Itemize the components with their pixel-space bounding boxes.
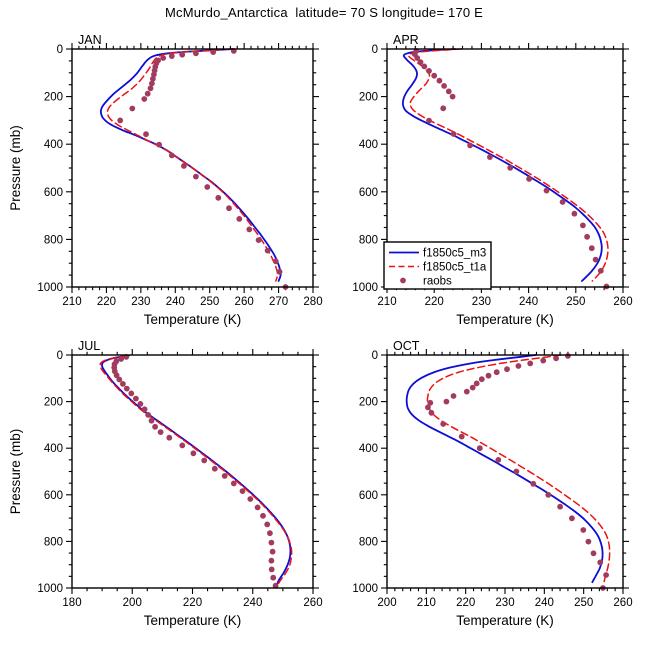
- x-tick-label: 240: [519, 296, 538, 308]
- series-f1850c5_m3-line: [405, 354, 604, 584]
- x-tick-label: 240: [535, 597, 554, 609]
- x-tick-label: 260: [613, 296, 632, 308]
- y-tick-label: 1000: [37, 583, 63, 595]
- panel-title: JUL: [78, 339, 100, 353]
- y-tick-label: 1000: [37, 282, 63, 294]
- x-tick-label: 230: [472, 296, 491, 308]
- legend-label: f1850c5_t1a: [423, 262, 487, 274]
- x-axis-label: Temperature (K): [456, 312, 554, 327]
- x-tick-label: 260: [303, 597, 322, 609]
- series-f1850c5_t1a-line: [106, 48, 279, 282]
- x-tick-label: 260: [235, 296, 254, 308]
- panel-title: APR: [393, 33, 419, 47]
- panel-title: OCT: [393, 339, 420, 353]
- y-tick-label: 0: [57, 350, 63, 362]
- panel-apr: 210 220 230 240 250 260 0 200 400 600 800 1000 Tempe…: [352, 33, 632, 327]
- y-tick-label: 200: [359, 92, 378, 104]
- y-tick-label: 400: [359, 139, 378, 151]
- x-tick-label: 240: [166, 296, 185, 308]
- y-tick-label: 800: [359, 234, 378, 246]
- series-f1850c5_t1a-line: [426, 354, 611, 583]
- series-f1850c5_m3-line: [99, 48, 282, 282]
- y-axis-label: Pressure (mb): [8, 125, 23, 211]
- plot-frame: [71, 354, 314, 589]
- x-tick-label: 210: [417, 597, 436, 609]
- plot-frame: [71, 48, 314, 288]
- x-tick-label: 210: [377, 296, 396, 308]
- x-tick-label: 280: [303, 296, 322, 308]
- x-tick-label: 240: [243, 597, 262, 609]
- panel-title: JAN: [78, 33, 102, 47]
- x-axis-label: Temperature (K): [144, 613, 242, 628]
- y-tick-label: 0: [57, 44, 63, 56]
- x-tick-label: 270: [269, 296, 288, 308]
- x-tick-label: 220: [456, 597, 475, 609]
- y-tick-label: 1000: [352, 282, 378, 294]
- y-tick-label: 600: [44, 490, 63, 502]
- x-tick-label: 230: [495, 597, 514, 609]
- x-tick-label: 230: [131, 296, 150, 308]
- x-tick-label: 260: [613, 597, 632, 609]
- series-raobs-dots: [425, 353, 609, 591]
- y-tick-label: 0: [372, 350, 378, 362]
- x-tick-label: 180: [62, 597, 81, 609]
- y-tick-label: 400: [44, 139, 63, 151]
- x-axis-label: Temperature (K): [144, 312, 242, 327]
- series-f1850c5_m3-line: [101, 354, 292, 585]
- legend-label: f1850c5_m3: [423, 248, 486, 260]
- y-tick-label: 400: [44, 443, 63, 455]
- y-tick-label: 600: [359, 490, 378, 502]
- axes-ticks: [66, 349, 319, 594]
- series-raobs-dots: [117, 48, 289, 290]
- y-tick-label: 1000: [352, 583, 378, 595]
- series-f1850c5_m3-line: [401, 48, 603, 282]
- legend-dot-sample: [400, 277, 406, 284]
- y-tick-label: 200: [44, 92, 63, 104]
- figure-title: McMurdo_Antarctica latitude= 70 S longit…: [164, 5, 484, 20]
- y-tick-label: 200: [44, 397, 63, 409]
- x-axis-label: Temperature (K): [456, 613, 554, 628]
- x-tick-label: 250: [574, 597, 593, 609]
- y-tick-label: 400: [359, 443, 378, 455]
- y-tick-label: 0: [372, 44, 378, 56]
- plot-frame: [386, 48, 624, 288]
- plot-frame: [386, 354, 624, 589]
- legend-label: raobs: [423, 276, 452, 288]
- series-raobs-dots: [111, 354, 279, 589]
- y-tick-label: 800: [44, 234, 63, 246]
- x-tick-label: 200: [377, 597, 396, 609]
- x-tick-label: 250: [566, 296, 585, 308]
- y-tick-label: 800: [359, 536, 378, 548]
- y-axis-label: Pressure (mb): [8, 429, 23, 515]
- panel-oct: 200 210 220 230 240 250 260 0 200 400 600 800 1000 Te…: [352, 339, 632, 628]
- axes-ticks: [381, 349, 629, 594]
- y-tick-label: 200: [359, 397, 378, 409]
- x-tick-label: 220: [97, 296, 116, 308]
- panel-jul: 180 200 220 240 260 0 200 400 600 800 1000 Temperat…: [8, 339, 323, 628]
- x-tick-label: 250: [200, 296, 219, 308]
- y-tick-label: 600: [44, 187, 63, 199]
- y-tick-label: 800: [44, 536, 63, 548]
- panel-jan: 210 220 230 240 250 260 270 280 0 200 400 600 800 100…: [8, 33, 323, 327]
- x-tick-label: 220: [425, 296, 444, 308]
- x-tick-label: 210: [62, 296, 81, 308]
- series-f1850c5_t1a-line: [99, 354, 293, 585]
- x-tick-label: 220: [183, 597, 202, 609]
- x-tick-label: 200: [123, 597, 142, 609]
- y-tick-label: 600: [359, 187, 378, 199]
